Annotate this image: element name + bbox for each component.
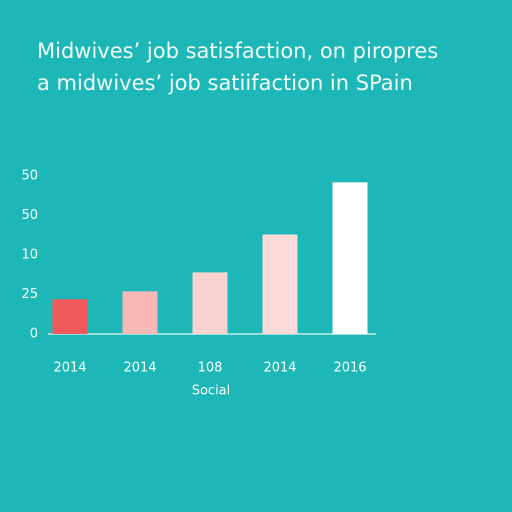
bar (192, 272, 228, 334)
x-tick-label: 2016 (333, 361, 366, 376)
x-axis-label: Social (192, 384, 231, 399)
y-tick-label: 50 (21, 169, 38, 184)
y-tick-label: 25 (21, 287, 38, 302)
x-tick-label: 2014 (123, 361, 156, 376)
chart-subtitle: a midwives’ job satiifaction in SPain (37, 71, 413, 95)
x-tick-label: 2014 (53, 361, 86, 376)
chart-title: Midwives’ job satisfaction, on piropres (37, 39, 438, 63)
y-tick-label: 10 (21, 248, 38, 263)
bar (52, 299, 88, 334)
bar (332, 182, 368, 334)
y-tick-label: 50 (21, 208, 38, 223)
bar (122, 291, 158, 334)
x-tick-label: 2014 (263, 361, 296, 376)
y-tick-label: 0 (30, 327, 38, 342)
bar (262, 234, 298, 334)
x-tick-label: 108 (198, 361, 223, 376)
